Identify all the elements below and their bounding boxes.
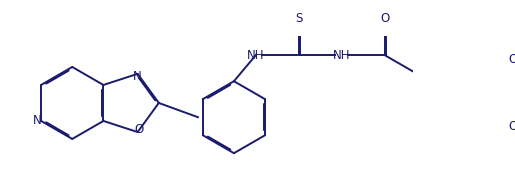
Text: O: O [508, 120, 515, 133]
Text: NH: NH [247, 49, 265, 62]
Text: S: S [295, 12, 302, 25]
Text: O: O [508, 53, 515, 66]
Text: N: N [33, 114, 42, 127]
Text: N: N [133, 70, 142, 83]
Text: O: O [135, 123, 144, 136]
Text: O: O [380, 12, 389, 25]
Text: NH: NH [333, 49, 351, 62]
